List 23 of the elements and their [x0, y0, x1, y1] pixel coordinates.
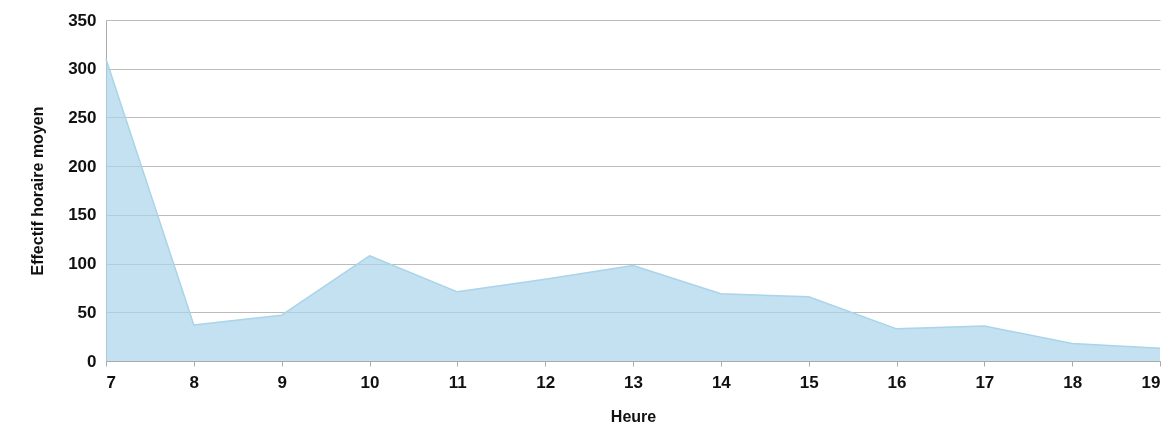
y-tick-label: 150 — [68, 205, 97, 225]
y-tick-label: 100 — [68, 254, 97, 274]
x-tick-label: 11 — [448, 372, 467, 392]
x-tick-label: 9 — [277, 372, 287, 392]
y-tick-label: 50 — [77, 302, 97, 322]
x-tick-label: 13 — [624, 372, 643, 392]
x-tick-label: 14 — [711, 372, 732, 392]
x-tick-label: 17 — [975, 372, 995, 392]
x-tick-label: 8 — [189, 372, 200, 392]
y-axis-title: Effectif horaire moyen — [29, 106, 47, 276]
x-axis-title: Heure — [610, 407, 657, 425]
y-tick-label: 250 — [68, 107, 97, 127]
x-tick-label: 18 — [1063, 372, 1083, 392]
x-tick-label: 15 — [799, 372, 819, 392]
x-tick-label: 19 — [1141, 372, 1161, 392]
y-tick-label: 0 — [87, 351, 97, 371]
x-tick-label: 12 — [536, 372, 556, 392]
y-tick-label: 350 — [68, 10, 97, 30]
y-tick-label: 200 — [68, 156, 97, 176]
x-tick-label: 10 — [360, 372, 380, 392]
x-tick-label: 7 — [106, 372, 116, 392]
y-tick-label: 300 — [68, 59, 97, 79]
x-tick-label: 16 — [887, 372, 907, 392]
